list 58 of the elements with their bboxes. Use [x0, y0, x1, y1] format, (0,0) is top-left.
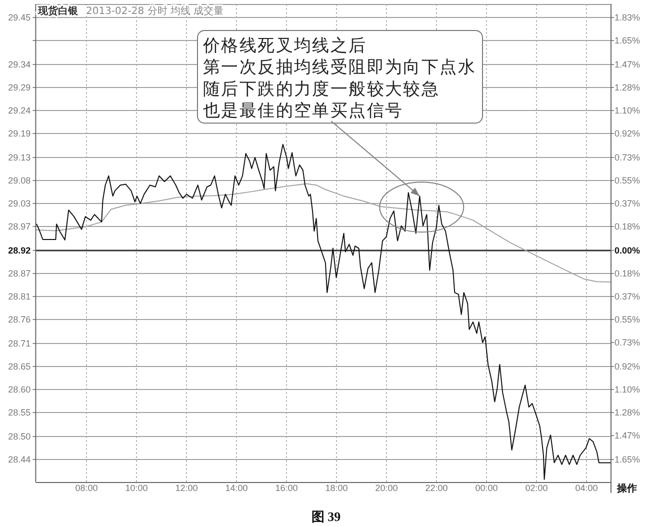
annotation: 价格线死叉均线之后 [203, 36, 367, 56]
y2-tick-label: 1.10% [614, 384, 640, 395]
x-tick-label: 20:00 [375, 483, 398, 493]
y-tick-label: 28.92 [8, 246, 31, 256]
y-tick-label: 29.29 [8, 82, 31, 93]
y2-tick-label: 1.65% [614, 454, 640, 465]
y2-tick-label: 1.10% [614, 106, 640, 116]
subtitle: 2013-02-28 分时 均线 成交量 [86, 6, 224, 17]
y-tick-label: 29.13 [8, 152, 31, 163]
y-tick-label: 28.71 [8, 338, 31, 349]
x-tick-label: 00:00 [475, 483, 498, 493]
x-tick-label: 14:00 [225, 483, 248, 493]
y-tick-label: 28.65 [8, 362, 31, 372]
y2-tick-label: 0.55% [614, 314, 640, 325]
y-tick-label: 28.50 [8, 432, 31, 442]
y2-tick-label: 0.73% [614, 338, 640, 348]
annotation: 随后下跌的力度一般较大较急 [203, 79, 440, 100]
y2-tick-label: 0.18% [614, 268, 640, 279]
annotation: 也是最佳的空单买点信号 [203, 101, 404, 122]
y2-tick-label: 0.00% [614, 246, 640, 256]
y-tick-label: 28.81 [8, 292, 31, 302]
x-tick-label: 08:00 [75, 483, 98, 493]
y2-tick-label: 0.18% [614, 222, 640, 232]
title: 现货白银 [38, 6, 78, 17]
annotation: 第一次反抽均线受阻即为向下点水 [203, 58, 476, 78]
control-label: 操作 [617, 484, 637, 494]
y-tick-label: 29.34 [8, 60, 31, 70]
x-tick-label: 22:00 [425, 483, 448, 493]
y2-tick-label: 1.47% [614, 60, 640, 70]
y2-tick-label: 1.83% [614, 12, 640, 23]
y2-tick-label: 0.73% [614, 152, 640, 163]
y-tick-label: 29.24 [8, 106, 31, 116]
y-tick-label: 29.03 [8, 198, 31, 209]
y-tick-label: 29.45 [8, 12, 31, 23]
x-tick-label: 02:00 [525, 483, 548, 493]
y-tick-label: 28.87 [8, 268, 31, 279]
y-tick-label: 28.44 [8, 454, 31, 465]
y-tick-label: 28.76 [8, 314, 31, 325]
x-tick-label: 16:00 [275, 483, 298, 493]
y-tick-label: 28.97 [8, 222, 31, 232]
x-tick-label: 10:00 [125, 483, 148, 493]
y-tick-label: 29.19 [8, 128, 31, 139]
y2-tick-label: 1.28% [614, 408, 640, 418]
y2-tick-label: 0.37% [614, 198, 640, 209]
y2-tick-label: 0.55% [614, 176, 640, 186]
y2-tick-label: 0.37% [614, 292, 640, 302]
y2-tick-label: 1.65% [614, 36, 640, 46]
x-tick-label: 18:00 [325, 483, 348, 493]
x-tick-label: 12:00 [175, 483, 198, 493]
y2-tick-label: 0.92% [614, 128, 640, 139]
y-tick-label: 29.08 [8, 176, 31, 186]
y2-tick-label: 1.28% [614, 82, 640, 93]
caption: 图 39 [311, 509, 341, 524]
y-tick-label: 28.55 [8, 408, 31, 418]
y2-tick-label: 1.47% [614, 430, 640, 441]
y-tick-label: 28.60 [8, 384, 31, 395]
y2-tick-label: 0.92% [614, 362, 640, 372]
x-tick-label: 04:00 [575, 483, 598, 493]
